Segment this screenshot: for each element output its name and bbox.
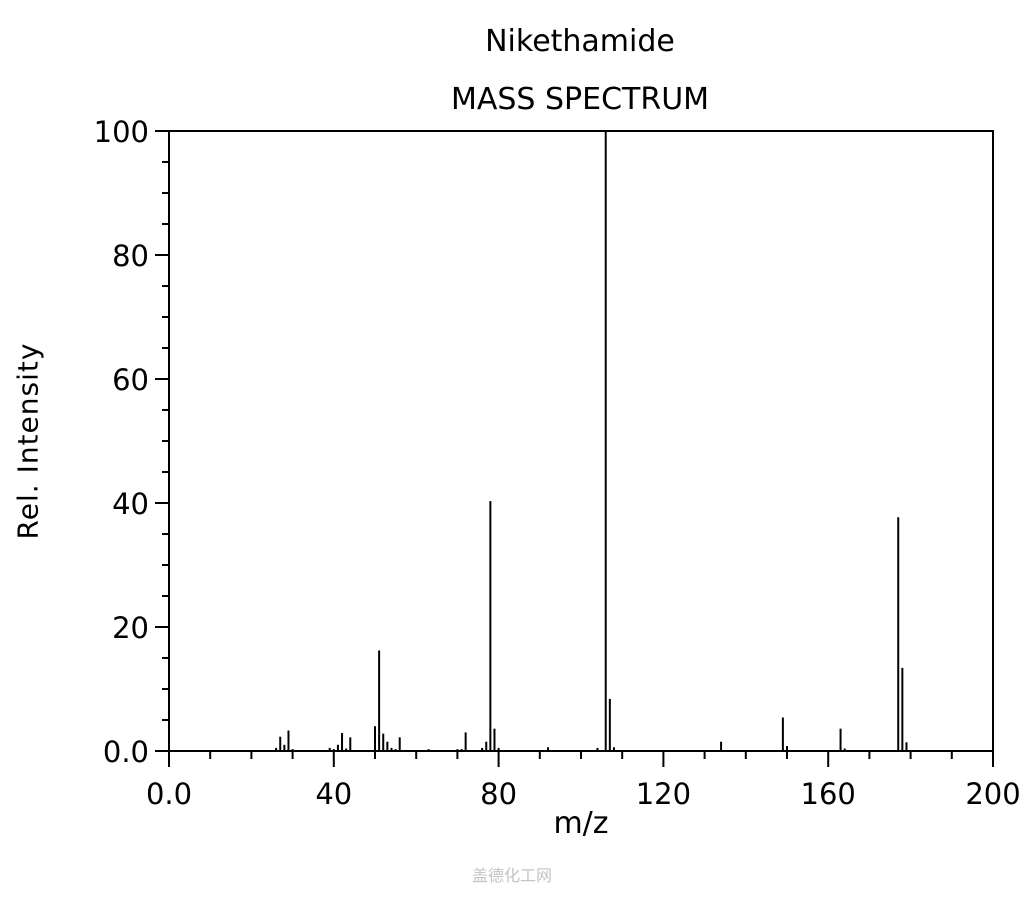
x-tick-label: 200 [965,777,1020,811]
x-tick-label: 120 [636,777,691,811]
chart-title: Nikethamide [485,24,675,59]
plot-frame [168,130,994,752]
y-tick-label: 60 [112,363,149,397]
y-tick-label: 40 [112,487,149,521]
x-axis-label: m/z [553,806,609,841]
y-tick-label: 80 [112,239,149,273]
y-tick-label: 0.0 [103,735,149,769]
x-tick-label: 0.0 [146,777,192,811]
x-tick-label: 40 [315,777,352,811]
y-tick-label: 20 [112,611,149,645]
axes [168,130,994,752]
x-tick-label: 80 [480,777,517,811]
bars [275,131,908,751]
x-tick-label: 160 [801,777,856,811]
y-tick-label: 100 [94,115,149,149]
watermark: 盖德化工网 [471,866,553,885]
ticks: 0.0 40 80 120 160 200 0.0 20 40 60 80 100 [94,115,1021,811]
chart-subtitle: MASS SPECTRUM [450,82,710,117]
